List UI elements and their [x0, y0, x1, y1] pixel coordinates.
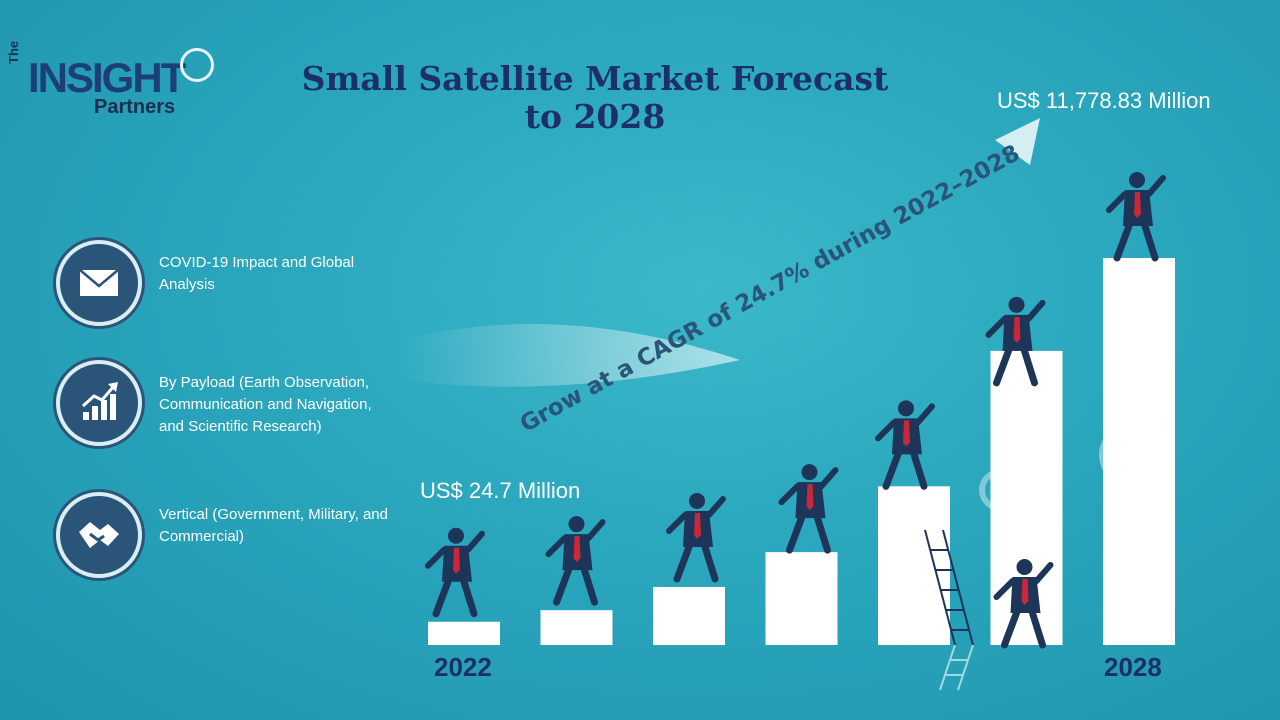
businessman-figure-6	[985, 296, 1046, 387]
logo-insight-text: INSIGHT	[28, 54, 186, 101]
ladder-reflection-icon	[939, 644, 974, 691]
bar-7	[1103, 258, 1175, 645]
logo-partners-text: Partners	[94, 96, 176, 118]
insight-partners-logo: The INSIGHT Partners	[6, 41, 226, 126]
end-value-label: US$ 11,778.83 Million	[997, 88, 1211, 113]
envelope-icon	[56, 240, 142, 326]
businessman-figure-3	[666, 492, 726, 583]
logo-ring-icon	[180, 48, 214, 82]
bar-5	[878, 486, 950, 645]
bar-1	[428, 621, 500, 645]
growth-arrow-head-icon	[995, 118, 1040, 165]
segment-label-vertical: Vertical (Government, Military, and Comm…	[159, 506, 388, 545]
page-title: Small Satellite Market Forecast to 2028	[301, 59, 889, 136]
businessman-figure-7	[1106, 172, 1166, 262]
growth-swoosh	[400, 324, 740, 387]
businessman-figure-2	[545, 516, 606, 606]
businessman-figure-5	[875, 400, 935, 490]
figures-layer	[425, 172, 1166, 649]
segment-label-covid: COVID-19 Impact and Global Analysis	[159, 254, 355, 293]
growth-chart-icon	[56, 360, 142, 446]
bars-layer	[428, 258, 1175, 645]
ladder-icon	[924, 529, 974, 646]
start-value-label: US$ 24.7 Million	[420, 478, 581, 503]
handshake-icon	[56, 492, 142, 578]
bar-4	[765, 552, 838, 645]
businessman-figure-1	[425, 527, 485, 618]
start-year-label: 2022	[434, 652, 492, 682]
bar-3	[653, 586, 725, 645]
segment-label-payload: By Payload (Earth Observation, Communica…	[159, 374, 372, 435]
businessman-figure-4	[778, 464, 839, 554]
bar-2	[540, 610, 613, 645]
businessman-figure-8	[993, 559, 1054, 649]
end-year-label: 2028	[1104, 652, 1162, 682]
